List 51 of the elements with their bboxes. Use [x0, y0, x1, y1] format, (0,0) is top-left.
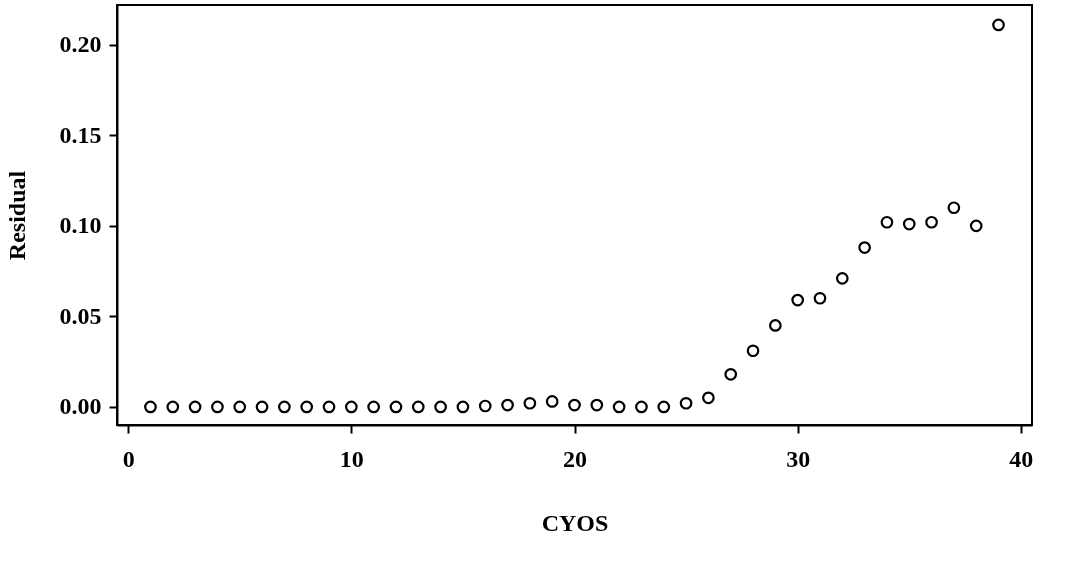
point: [969, 219, 983, 233]
x-tick-label: 20: [563, 445, 587, 472]
x-tick-label: 40: [1009, 445, 1034, 472]
y-tick-label: 0.15: [59, 121, 102, 148]
point: [501, 398, 514, 412]
point: [612, 400, 626, 414]
x-tick-label: 30: [786, 445, 811, 472]
y-tick-label: 0.10: [59, 212, 102, 239]
point: [478, 399, 492, 413]
point: [278, 400, 291, 414]
point: [858, 241, 871, 254]
point: [769, 319, 782, 332]
point: [635, 400, 648, 414]
point: [590, 398, 604, 412]
x-axis-title: CYOS: [541, 509, 609, 536]
point: [568, 398, 581, 412]
point: [144, 400, 157, 414]
point: [902, 217, 916, 231]
point: [925, 215, 938, 229]
point: [523, 396, 537, 410]
point: [344, 400, 358, 414]
point: [434, 400, 447, 414]
point: [724, 367, 738, 381]
point: [679, 396, 693, 410]
point: [835, 272, 849, 285]
point: [545, 395, 559, 408]
y-tick-label: 0.05: [59, 302, 102, 329]
y-axis-title: Residual: [3, 170, 30, 261]
point: [300, 400, 314, 414]
point: [367, 400, 380, 414]
point: [233, 400, 247, 414]
point: [791, 293, 805, 307]
y-tick-label: 0.20: [59, 31, 102, 58]
point: [166, 400, 180, 414]
point: [389, 400, 403, 414]
point: [947, 201, 961, 215]
point: [992, 18, 1005, 32]
point: [813, 291, 827, 305]
y-tick-label: 0.00: [59, 393, 102, 420]
point: [456, 400, 470, 414]
x-tick-label: 10: [339, 445, 364, 472]
point: [188, 400, 202, 414]
point: [322, 400, 336, 414]
x-tick-label: 0: [122, 445, 135, 472]
point: [211, 400, 224, 414]
point: [255, 400, 269, 414]
point: [411, 400, 425, 414]
point: [746, 344, 760, 358]
point: [657, 400, 671, 414]
point: [702, 391, 715, 405]
point: [880, 215, 894, 229]
